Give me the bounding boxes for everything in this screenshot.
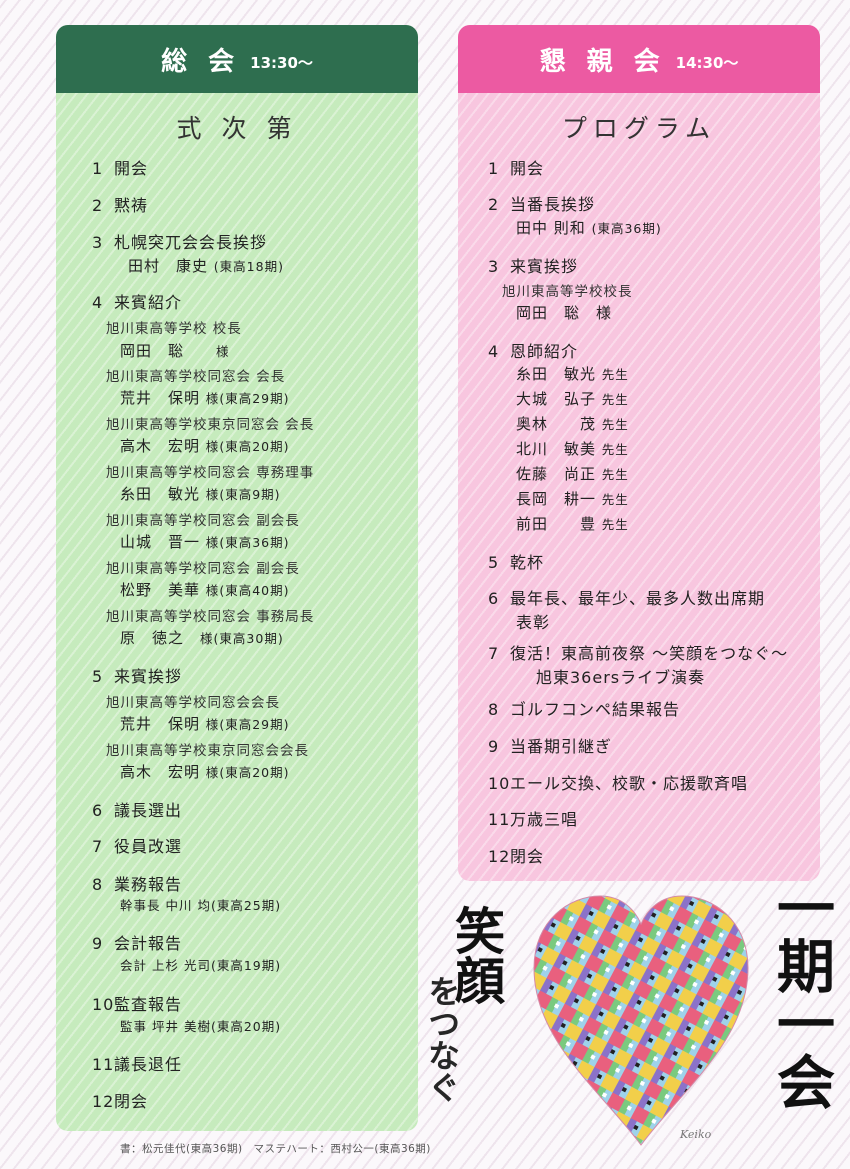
guest-org: 旭川東高等学校同窓会 専務理事 <box>106 465 315 481</box>
program-item-8: 8 ゴルフコンペ結果報告 <box>488 700 681 719</box>
agenda-item-2: 2 黙祷 <box>92 196 149 215</box>
program-item-2-speaker: 田中 則和 (東高36期) <box>516 219 662 237</box>
teacher-name: 佐藤 尚正 先生 <box>516 465 629 483</box>
agenda-heading: 式 次 第 <box>176 114 298 143</box>
social-gathering-title: 懇 親 会 <box>539 46 666 77</box>
masking-tape-heart-icon <box>533 895 749 1146</box>
agenda-item-7: 7 役員改選 <box>92 837 183 856</box>
guest-org: 旭川東高等学校同窓会 副会長 <box>106 513 300 529</box>
speech-name: 高木 宏明 様(東高20期) <box>120 763 290 781</box>
calligraphy-egao: 笑顔 <box>447 905 506 1005</box>
program-item-7: 7 復活！東高前夜祭 〜笑顔をつなぐ〜 <box>488 644 789 663</box>
guest-name: 高木 宏明 様(東高20期) <box>120 437 290 455</box>
program-item-11: 11万歳三唱 <box>488 810 579 829</box>
speech-org: 旭川東高等学校東京同窓会会長 <box>106 743 309 759</box>
agenda-item-4: 4 来賓紹介 <box>92 293 183 312</box>
agenda-item-9-detail: 会計 上杉 光司(東高19期) <box>120 958 282 973</box>
general-meeting-header: 総 会 13:30〜 <box>56 25 418 93</box>
program-item-5: 5 乾杯 <box>488 553 545 572</box>
guest-name: 岡田 聡 様 <box>120 342 230 360</box>
guest-name: 原 徳之 様(東高30期) <box>120 629 284 647</box>
program-item-6-cont: 表彰 <box>516 613 551 632</box>
agenda-item-8: 8 業務報告 <box>92 875 183 894</box>
program-item-4: 4 恩師紹介 <box>488 342 579 361</box>
teacher-name: 長岡 耕一 先生 <box>516 490 629 508</box>
guest-name: 糸田 敏光 様(東高9期) <box>120 485 281 503</box>
agenda-item-8-detail: 幹事長 中川 均(東高25期) <box>120 898 282 913</box>
program-item-2: 2 当番長挨拶 <box>488 195 596 214</box>
speech-name: 荒井 保明 様(東高29期) <box>120 715 290 733</box>
general-meeting-panel: 総 会 13:30〜 式 次 第 1 開会 2 黙祷 3 札幌突兀会会長挨拶 田村 康… <box>56 25 418 1131</box>
program-item-7-cont: 旭東36ersライブ演奏 <box>536 668 706 687</box>
guest-name: 荒井 保明 様(東高29期) <box>120 389 290 407</box>
general-meeting-title: 総 会 <box>161 46 241 77</box>
program-item-1: 1 開会 <box>488 159 545 178</box>
program-item-9: 9 当番期引継ぎ <box>488 737 613 756</box>
program-item-12: 12閉会 <box>488 847 545 866</box>
calligraphy-wo-tsunagu: をつなぐ <box>423 975 461 1103</box>
teacher-name: 前田 豊 先生 <box>516 515 629 533</box>
program-heading: プログラム <box>561 114 717 143</box>
agenda-item-12: 12閉会 <box>92 1092 149 1111</box>
program-item-3-name: 岡田 聡 様 <box>516 304 613 322</box>
speech-org: 旭川東高等学校同窓会会長 <box>106 695 280 711</box>
agenda-item-10: 10監査報告 <box>92 995 183 1014</box>
agenda-item-6: 6 議長選出 <box>92 801 183 820</box>
credit-line: 書：松元佳代(東高36期) マステハート：西村公一(東高36期) <box>120 1143 431 1155</box>
agenda-item-11: 11議長退任 <box>92 1055 183 1074</box>
general-meeting-time: 13:30〜 <box>250 53 313 72</box>
agenda-item-5: 5 来賓挨拶 <box>92 667 183 686</box>
social-gathering-time: 14:30〜 <box>675 53 739 72</box>
teacher-name: 奥林 茂 先生 <box>516 415 629 433</box>
guest-org: 旭川東高等学校同窓会 副会長 <box>106 561 300 577</box>
agenda-item-3-speaker: 田村 康史 (東高18期) <box>128 257 284 275</box>
guest-name: 山城 晋一 様(東高36期) <box>120 533 290 551</box>
agenda-item-1: 1 開会 <box>92 159 149 178</box>
guest-org: 旭川東高等学校東京同窓会 会長 <box>106 417 315 433</box>
calligraphy-ichigo-ichie: 一期一会 <box>767 878 835 1110</box>
teacher-name: 糸田 敏光 先生 <box>516 365 629 383</box>
agenda-item-9: 9 会計報告 <box>92 934 183 953</box>
program-item-3-org: 旭川東高等学校校長 <box>502 284 633 300</box>
artist-signature: Keiko <box>680 1128 712 1141</box>
program-item-6: 6 最年長、最年少、最多人数出席期 <box>488 589 766 608</box>
guest-org: 旭川東高等学校同窓会 事務局長 <box>106 609 315 625</box>
social-gathering-header: 懇 親 会 14:30〜 <box>458 25 820 93</box>
program-item-10: 10エール交換、校歌・応援歌斉唱 <box>488 774 749 793</box>
guest-name: 松野 美華 様(東高40期) <box>120 581 290 599</box>
social-gathering-panel: 懇 親 会 14:30〜 プログラム 1 開会 2 当番長挨拶 田中 則和 (東高3… <box>458 25 820 881</box>
teacher-name: 北川 敏美 先生 <box>516 440 629 458</box>
guest-org: 旭川東高等学校同窓会 会長 <box>106 369 286 385</box>
agenda-item-3: 3 札幌突兀会会長挨拶 <box>92 233 268 252</box>
teacher-name: 大城 弘子 先生 <box>516 390 629 408</box>
guest-org: 旭川東高等学校 校長 <box>106 321 242 337</box>
agenda-item-10-detail: 監事 坪井 美樹(東高20期) <box>120 1019 282 1034</box>
program-item-3: 3 来賓挨拶 <box>488 257 579 276</box>
